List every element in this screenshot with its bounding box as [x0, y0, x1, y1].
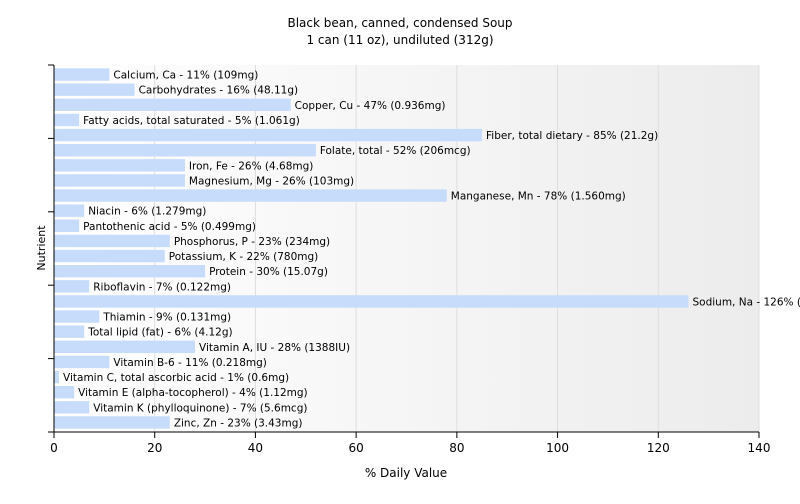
y-axis-label: Nutrient: [35, 225, 48, 271]
x-tick-label: 60: [349, 441, 364, 455]
bar: [54, 371, 59, 383]
bar-label: Copper, Cu - 47% (0.936mg): [295, 100, 446, 112]
bar-label: Vitamin A, IU - 28% (1388IU): [199, 342, 350, 354]
bar-label: Folate, total - 52% (206mcg): [320, 145, 471, 157]
x-tick-label: 20: [147, 441, 162, 455]
bar: [54, 129, 482, 141]
bar-label: Riboflavin - 7% (0.122mg): [93, 281, 231, 293]
bar: [54, 189, 447, 201]
chart-title: Black bean, canned, condensed Soup: [287, 16, 512, 30]
bar: [54, 99, 291, 111]
bar-label: Niacin - 6% (1.279mg): [88, 206, 206, 218]
bar: [54, 220, 79, 232]
bar: [54, 386, 74, 398]
bar-label: Vitamin K (phylloquinone) - 7% (5.6mcg): [93, 402, 307, 414]
bar-label: Magnesium, Mg - 26% (103mg): [189, 175, 354, 187]
x-tick-label: 120: [647, 441, 670, 455]
x-tick-label: 100: [546, 441, 569, 455]
bar: [54, 265, 205, 277]
bar: [54, 325, 84, 337]
bar-label: Manganese, Mn - 78% (1.560mg): [451, 191, 626, 203]
bar-label: Potassium, K - 22% (780mg): [169, 251, 319, 263]
x-axis-label: % Daily Value: [365, 466, 447, 480]
bar-label: Vitamin C, total ascorbic acid - 1% (0.6…: [63, 372, 289, 384]
bar: [54, 401, 89, 413]
bar-label: Phosphorus, P - 23% (234mg): [174, 236, 330, 248]
bar-label: Zinc, Zn - 23% (3.43mg): [174, 417, 303, 429]
bar: [54, 250, 165, 262]
bar: [54, 341, 195, 353]
bar: [54, 83, 135, 95]
x-tick-label: 0: [50, 441, 58, 455]
bar-label: Total lipid (fat) - 6% (4.12g): [87, 327, 232, 339]
bar-label: Thiamin - 9% (0.131mg): [102, 312, 231, 324]
bar-label: Fatty acids, total saturated - 5% (1.061…: [83, 115, 300, 127]
bar: [54, 114, 79, 126]
bar: [54, 356, 109, 368]
bar-label: Fiber, total dietary - 85% (21.2g): [486, 130, 658, 142]
bar-label: Vitamin E (alpha-tocopherol) - 4% (1.12m…: [78, 387, 308, 399]
bar: [54, 159, 185, 171]
bar: [54, 280, 89, 292]
x-tick-label: 40: [248, 441, 263, 455]
bar: [54, 174, 185, 186]
bar: [54, 310, 99, 322]
bar: [54, 204, 84, 216]
x-tick-label: 80: [449, 441, 464, 455]
bar-label: Sodium, Na - 126% (3026mg): [693, 296, 800, 308]
x-tick-label: 140: [748, 441, 771, 455]
bar-label: Vitamin B-6 - 11% (0.218mg): [113, 357, 267, 369]
bar: [54, 144, 316, 156]
bar-label: Iron, Fe - 26% (4.68mg): [189, 160, 313, 172]
bar: [54, 416, 170, 428]
bar: [54, 235, 170, 247]
bar-label: Calcium, Ca - 11% (109mg): [113, 70, 258, 82]
chart-subtitle: 1 can (11 oz), undiluted (312g): [306, 33, 493, 47]
bar-label: Protein - 30% (15.07g): [209, 266, 328, 278]
bar: [54, 68, 109, 80]
bar-label: Pantothenic acid - 5% (0.499mg): [83, 221, 256, 233]
bar-label: Carbohydrates - 16% (48.11g): [139, 85, 299, 97]
bar: [54, 295, 689, 307]
